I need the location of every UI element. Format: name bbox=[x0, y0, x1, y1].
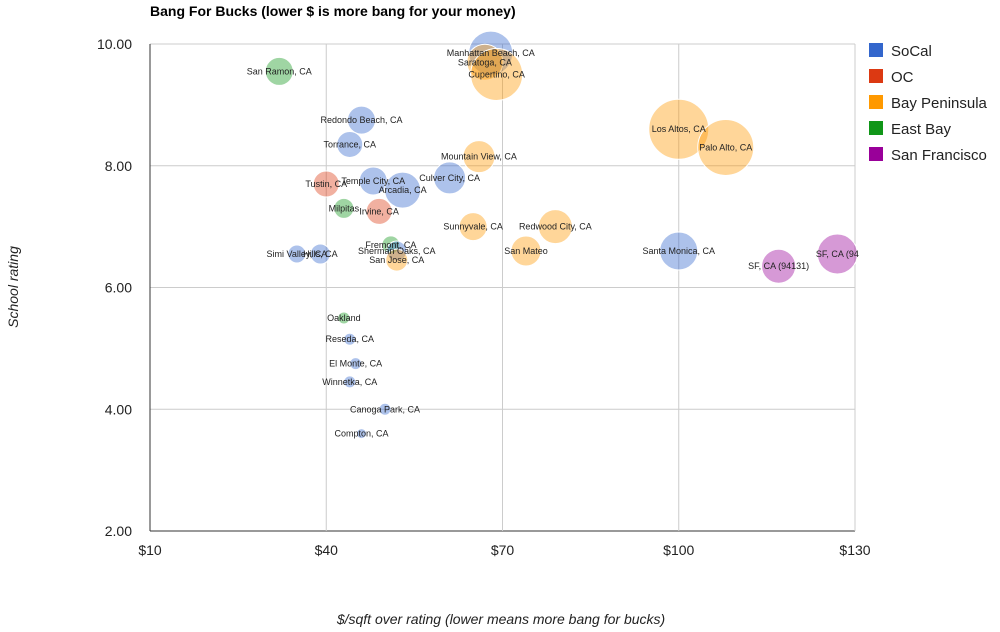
bubble-label: Culver City, CA bbox=[419, 173, 480, 183]
bubble-label: Tustin, CA bbox=[305, 179, 347, 189]
bubble-label: Winnetka, CA bbox=[322, 377, 377, 387]
bubble-label: Hills, CA bbox=[303, 249, 338, 259]
bubble[interactable] bbox=[333, 197, 355, 219]
bubble-label: Sherman Oaks, CA bbox=[358, 246, 436, 256]
bubble[interactable] bbox=[816, 233, 858, 275]
bubble[interactable] bbox=[356, 428, 367, 440]
bubble-label: Los Altos, CA bbox=[652, 124, 706, 134]
bubble[interactable] bbox=[462, 140, 496, 174]
chart-title: Bang For Bucks (lower $ is more bang for… bbox=[150, 3, 516, 19]
bubble-label: Saratoga, CA bbox=[458, 57, 512, 67]
legend-label: OC bbox=[891, 69, 914, 86]
bubble[interactable] bbox=[343, 375, 357, 389]
legend-swatch bbox=[869, 147, 883, 161]
legend-label: Bay Peninsula bbox=[891, 95, 988, 112]
bubble-label: Irvine, CA bbox=[359, 206, 399, 216]
bubble[interactable] bbox=[384, 171, 422, 209]
bubble[interactable] bbox=[697, 118, 755, 176]
x-tick-label: $130 bbox=[839, 542, 870, 558]
bubble-label: San Mateo bbox=[504, 246, 548, 256]
x-tick-label: $70 bbox=[491, 542, 515, 558]
bubble-label: Torrance, CA bbox=[323, 139, 376, 149]
bubble[interactable] bbox=[433, 161, 467, 195]
y-tick-label: 4.00 bbox=[105, 401, 132, 417]
bubble[interactable] bbox=[347, 105, 376, 135]
bubble[interactable] bbox=[349, 357, 363, 371]
bubble-label: Milpitas bbox=[329, 203, 360, 213]
bubble[interactable] bbox=[365, 197, 393, 225]
bubble-label: Santa Monica, CA bbox=[642, 246, 715, 256]
bubble-label: Canoga Park, CA bbox=[350, 404, 420, 414]
bubble[interactable] bbox=[336, 130, 364, 158]
bubbles-layer bbox=[264, 30, 858, 440]
bubble-label: Compton, CA bbox=[334, 429, 388, 439]
bubble[interactable] bbox=[537, 209, 573, 245]
bubble-label: Palo Alto, CA bbox=[699, 142, 752, 152]
bubble[interactable] bbox=[312, 170, 340, 198]
bubble-label: San Ramon, CA bbox=[247, 66, 312, 76]
bubble-label: SF, CA (94 bbox=[816, 249, 859, 259]
bubble-label: Reseda, CA bbox=[325, 334, 374, 344]
bubble-label: San Jose, CA bbox=[369, 255, 424, 265]
bubble-label: Redondo Beach, CA bbox=[320, 115, 402, 125]
bubble[interactable] bbox=[458, 212, 488, 242]
bubble[interactable] bbox=[466, 43, 504, 81]
bubble-label: Mountain View, CA bbox=[441, 152, 517, 162]
y-tick-label: 6.00 bbox=[105, 280, 132, 296]
bubble[interactable] bbox=[309, 243, 331, 265]
bubble-label: Manhattan Beach, CA bbox=[447, 48, 535, 58]
bubble[interactable] bbox=[468, 30, 514, 76]
y-tick-label: 10.00 bbox=[97, 36, 132, 52]
bubble-label: El Monte, CA bbox=[329, 359, 382, 369]
legend-swatch bbox=[869, 95, 883, 109]
bubble-label: Cupertino, CA bbox=[468, 69, 525, 79]
bubble[interactable] bbox=[287, 244, 307, 264]
legend-swatch bbox=[869, 121, 883, 135]
axes: 2.00 4.00 6.00 8.00 10.00 $10 $40 $70 $100 $130 bbox=[97, 36, 871, 558]
bubble-label: Sunnyvale, CA bbox=[443, 222, 503, 232]
x-tick-label: $10 bbox=[138, 542, 162, 558]
legend-swatch bbox=[869, 69, 883, 83]
legend-label: San Francisco bbox=[891, 147, 987, 164]
legend-label: SoCal bbox=[891, 43, 932, 60]
bubble[interactable] bbox=[648, 98, 710, 160]
legend: SoCal OC Bay Peninsula East Bay San Francisc… bbox=[869, 43, 988, 164]
bubble[interactable] bbox=[264, 56, 294, 86]
gridlines bbox=[149, 43, 856, 532]
bubble-label: Temple City, CA bbox=[341, 176, 405, 186]
bubble-label: Fremont, CA bbox=[365, 240, 416, 250]
bubble[interactable] bbox=[470, 47, 524, 101]
legend-swatch bbox=[869, 43, 883, 57]
bubble[interactable] bbox=[337, 311, 351, 325]
bubble[interactable] bbox=[385, 248, 409, 272]
bubble[interactable] bbox=[378, 402, 392, 416]
bubble[interactable] bbox=[659, 231, 699, 271]
y-axis-title: School rating bbox=[5, 246, 21, 328]
bubble-label: Arcadia, CA bbox=[379, 185, 427, 195]
bubble-label: Oakland bbox=[327, 313, 361, 323]
bubble-label: SF, CA (94131) bbox=[748, 261, 809, 271]
bubble-label: Simi Valley, CA bbox=[267, 249, 328, 259]
x-tick-label: $100 bbox=[663, 542, 694, 558]
y-tick-label: 2.00 bbox=[105, 523, 132, 539]
legend-label: East Bay bbox=[891, 121, 952, 138]
bubble[interactable] bbox=[761, 248, 797, 284]
x-tick-label: $40 bbox=[315, 542, 339, 558]
bubble[interactable] bbox=[343, 332, 357, 346]
x-axis-title: $/sqft over rating (lower means more ban… bbox=[336, 611, 665, 627]
bubble-label: Redwood City, CA bbox=[519, 222, 592, 232]
bubble[interactable] bbox=[386, 240, 408, 262]
bubble[interactable] bbox=[510, 235, 542, 267]
y-tick-label: 8.00 bbox=[105, 158, 132, 174]
